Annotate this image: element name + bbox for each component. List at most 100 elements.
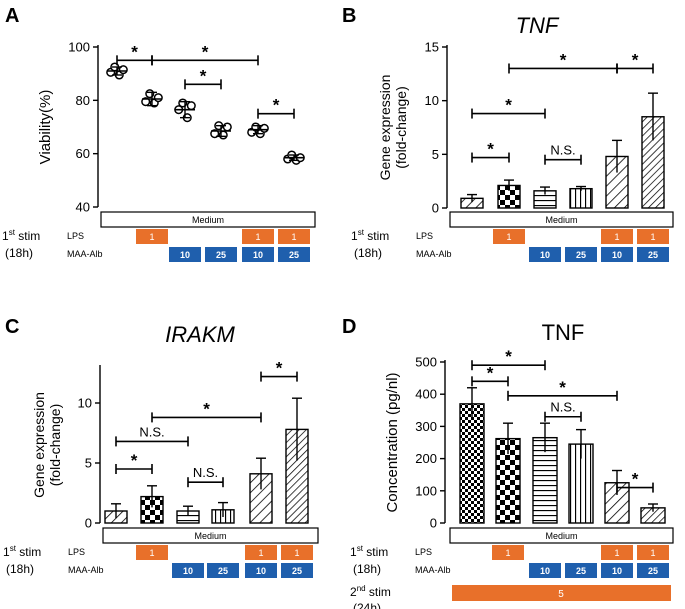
y-tick-label: 5 bbox=[432, 147, 439, 162]
lps-cell bbox=[637, 229, 669, 244]
lps-cell bbox=[601, 229, 633, 244]
lps-cell-value: 1 bbox=[650, 548, 655, 558]
stim1-label: 1st stim bbox=[2, 228, 40, 243]
maa-row-label: MAA-Alb bbox=[67, 249, 103, 259]
panel-letter-c: C bbox=[5, 316, 19, 338]
maa-cell-value: 25 bbox=[576, 250, 586, 260]
lps-cell-value: 1 bbox=[149, 232, 154, 242]
y-axis-label: Viability(%) bbox=[37, 90, 54, 165]
maa-cell bbox=[565, 563, 597, 578]
maa-cell-value: 25 bbox=[648, 250, 658, 260]
lps-cell-value: 1 bbox=[291, 232, 296, 242]
y-tick-label: 500 bbox=[415, 355, 437, 370]
lps-cell-value: 1 bbox=[614, 548, 619, 558]
significance-label: * bbox=[202, 42, 209, 61]
y-tick-label: 60 bbox=[76, 146, 90, 161]
y-axis-label-line1: Gene expression bbox=[31, 392, 47, 498]
bar bbox=[459, 403, 485, 524]
maa-cell bbox=[529, 563, 561, 578]
maa-cell bbox=[637, 247, 669, 262]
y-tick-label: 200 bbox=[415, 451, 437, 466]
maa-cell bbox=[601, 563, 633, 578]
lps-cell bbox=[281, 545, 313, 560]
lps-cell-value: 1 bbox=[294, 548, 299, 558]
maa-cell bbox=[172, 563, 204, 578]
y-axis-label: Concentration (pg/nl) bbox=[384, 372, 401, 512]
lps-cell bbox=[601, 545, 633, 560]
maa-cell-value: 10 bbox=[253, 250, 263, 260]
stim2-bar bbox=[452, 585, 671, 601]
maa-cell-value: 25 bbox=[292, 566, 302, 576]
maa-cell-value: 10 bbox=[183, 566, 193, 576]
lps-cell-value: 1 bbox=[506, 232, 511, 242]
stim1-hours: (18h) bbox=[6, 562, 34, 576]
maa-cell-value: 10 bbox=[540, 250, 550, 260]
stim1-label: 1st stim bbox=[351, 228, 389, 243]
stim1-hours: (18h) bbox=[5, 246, 33, 260]
medium-box bbox=[100, 211, 316, 228]
maa-cell bbox=[245, 563, 277, 578]
y-tick-label: 80 bbox=[76, 93, 90, 108]
maa-cell-value: 10 bbox=[540, 566, 550, 576]
maa-cell-value: 10 bbox=[612, 566, 622, 576]
lps-row-label: LPS bbox=[416, 231, 433, 241]
maa-cell bbox=[529, 247, 561, 262]
maa-cell-value: 10 bbox=[180, 250, 190, 260]
stim2-value: 5 bbox=[558, 589, 564, 600]
significance-label: * bbox=[131, 451, 138, 470]
data-point bbox=[186, 101, 196, 111]
y-axis-label-line1: Gene expression bbox=[377, 75, 393, 181]
panel-d-tnf-concentration: 0 100 200 300 400 500 Concentration (pg/nl) * * *… bbox=[350, 347, 674, 609]
stim2-hours: (24h) bbox=[353, 601, 381, 609]
significance-label: * bbox=[560, 50, 567, 69]
maa-cell bbox=[207, 563, 239, 578]
lps-cell-value: 1 bbox=[650, 232, 655, 242]
lps-cell-value: 1 bbox=[258, 548, 263, 558]
medium-box bbox=[449, 211, 674, 228]
maa-cell-value: 25 bbox=[289, 250, 299, 260]
significance-label: * bbox=[487, 363, 494, 382]
maa-cell bbox=[169, 247, 201, 262]
panel-letter-b: B bbox=[342, 5, 356, 27]
significance-label: * bbox=[559, 378, 566, 397]
maa-cell bbox=[205, 247, 237, 262]
data-point bbox=[222, 122, 232, 132]
maa-cell-value: 10 bbox=[256, 566, 266, 576]
y-axis-label-line2: (fold-change) bbox=[393, 86, 409, 169]
lps-cell bbox=[492, 545, 524, 560]
lps-cell bbox=[493, 229, 525, 244]
lps-row-label: LPS bbox=[415, 547, 432, 557]
maa-cell-value: 10 bbox=[612, 250, 622, 260]
maa-row-label: MAA-Alb bbox=[68, 565, 104, 575]
significance-label: N.S. bbox=[550, 400, 575, 415]
significance-label: * bbox=[505, 347, 512, 366]
panel-letter-d: D bbox=[342, 316, 356, 338]
medium-label: Medium bbox=[545, 531, 577, 541]
lps-row-label: LPS bbox=[67, 231, 84, 241]
stim1-label: 1st stim bbox=[3, 544, 41, 559]
maa-cell bbox=[601, 247, 633, 262]
maa-cell bbox=[281, 563, 313, 578]
significance-label: * bbox=[632, 50, 639, 69]
medium-box bbox=[102, 527, 319, 544]
maa-cell bbox=[242, 247, 274, 262]
significance-label: * bbox=[487, 140, 494, 159]
medium-label: Medium bbox=[545, 215, 577, 225]
bar bbox=[569, 187, 593, 209]
lps-cell-value: 1 bbox=[614, 232, 619, 242]
y-tick-label: 40 bbox=[76, 200, 90, 215]
maa-row-label: MAA-Alb bbox=[415, 565, 451, 575]
data-point bbox=[153, 93, 163, 103]
lps-cell bbox=[242, 229, 274, 244]
lps-cell-value: 1 bbox=[505, 548, 510, 558]
significance-label: * bbox=[273, 96, 280, 115]
maa-cell-value: 25 bbox=[216, 250, 226, 260]
stim1-hours: (18h) bbox=[354, 246, 382, 260]
significance-label: * bbox=[632, 470, 639, 489]
y-axis-label-line2: (fold-change) bbox=[47, 404, 63, 487]
y-tick-label: 5 bbox=[85, 456, 92, 471]
lps-cell bbox=[245, 545, 277, 560]
lps-cell bbox=[637, 545, 669, 560]
